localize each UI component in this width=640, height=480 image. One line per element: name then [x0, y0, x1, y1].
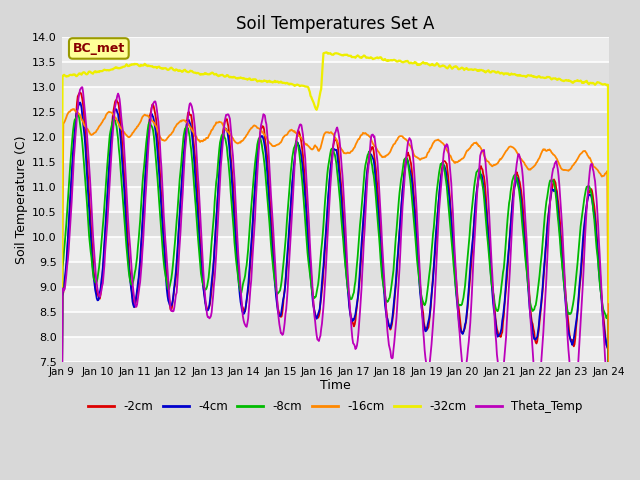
Legend: -2cm, -4cm, -8cm, -16cm, -32cm, Theta_Temp: -2cm, -4cm, -8cm, -16cm, -32cm, Theta_Te… — [83, 396, 588, 418]
Bar — [62, 237, 609, 262]
Bar — [62, 337, 609, 362]
Bar — [62, 212, 609, 237]
Bar — [62, 87, 609, 112]
Bar — [62, 62, 609, 87]
Title: Soil Temperatures Set A: Soil Temperatures Set A — [236, 15, 435, 33]
Text: BC_met: BC_met — [73, 42, 125, 55]
Bar — [62, 162, 609, 187]
Bar — [62, 262, 609, 288]
Bar — [62, 137, 609, 162]
Bar — [62, 288, 609, 312]
Bar — [62, 37, 609, 62]
Bar — [62, 312, 609, 337]
Y-axis label: Soil Temperature (C): Soil Temperature (C) — [15, 135, 28, 264]
X-axis label: Time: Time — [320, 379, 351, 392]
Bar — [62, 112, 609, 137]
Bar — [62, 187, 609, 212]
